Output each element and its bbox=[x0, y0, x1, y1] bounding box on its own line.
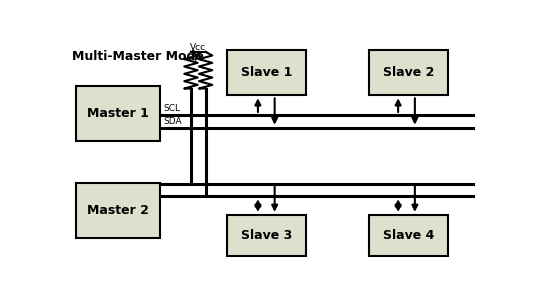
Text: Master 1: Master 1 bbox=[87, 107, 148, 120]
Text: Master 2: Master 2 bbox=[87, 204, 148, 217]
FancyBboxPatch shape bbox=[369, 215, 448, 256]
Text: SCL: SCL bbox=[163, 104, 180, 113]
FancyBboxPatch shape bbox=[76, 183, 160, 238]
Text: Vcc: Vcc bbox=[190, 43, 206, 52]
Text: Multi-Master Mode: Multi-Master Mode bbox=[72, 50, 204, 63]
Text: Slave 4: Slave 4 bbox=[383, 229, 434, 242]
FancyBboxPatch shape bbox=[227, 49, 306, 95]
FancyBboxPatch shape bbox=[369, 49, 448, 95]
Text: Slave 2: Slave 2 bbox=[383, 66, 434, 79]
Text: SDA: SDA bbox=[163, 117, 181, 126]
FancyBboxPatch shape bbox=[76, 86, 160, 141]
Text: Slave 3: Slave 3 bbox=[241, 229, 292, 242]
Text: Slave 1: Slave 1 bbox=[241, 66, 292, 79]
FancyBboxPatch shape bbox=[227, 215, 306, 256]
